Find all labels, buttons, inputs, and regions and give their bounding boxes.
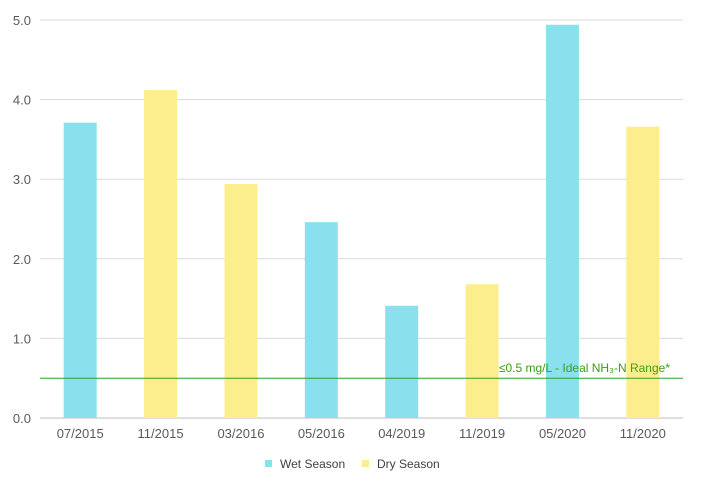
legend-swatch [265,460,272,467]
x-tick-label: 04/2019 [378,426,425,441]
legend-label: Dry Season [377,457,440,471]
x-tick-label: 03/2016 [217,426,264,441]
bar [144,90,178,418]
x-tick-label: 11/2020 [620,426,666,441]
legend: Wet Season Dry Season [265,457,440,471]
y-tick-label: 3.0 [13,172,31,187]
bar [63,122,97,419]
y-tick-label: 4.0 [13,93,31,108]
x-axis-ticks: 07/2015 11/2015 03/2016 05/2016 04/2019 11/20… [57,426,666,441]
x-tick-label: 05/2016 [298,426,345,441]
bar [224,183,258,418]
y-tick-label: 1.0 [13,331,31,346]
bar [626,126,660,418]
y-axis-ticks: 0.0 1.0 2.0 3.0 4.0 5.0 [13,13,31,426]
bar [385,305,419,418]
x-tick-label: 05/2020 [539,426,586,441]
legend-swatch [362,460,369,467]
bar [465,284,499,418]
bar [545,24,579,418]
bar [304,222,338,418]
y-tick-label: 2.0 [13,252,31,267]
bars [63,24,660,419]
reference-line-label: ≤0.5 mg/L - Ideal NH₃-N Range* [499,361,670,375]
y-tick-label: 0.0 [13,411,31,426]
reference-line: ≤0.5 mg/L - Ideal NH₃-N Range* [40,361,683,379]
y-tick-label: 5.0 [13,13,31,28]
gridlines [40,19,683,419]
legend-label: Wet Season [280,457,345,471]
x-tick-label: 07/2015 [57,426,104,441]
x-tick-label: 11/2019 [459,426,505,441]
x-tick-label: 11/2015 [138,426,184,441]
